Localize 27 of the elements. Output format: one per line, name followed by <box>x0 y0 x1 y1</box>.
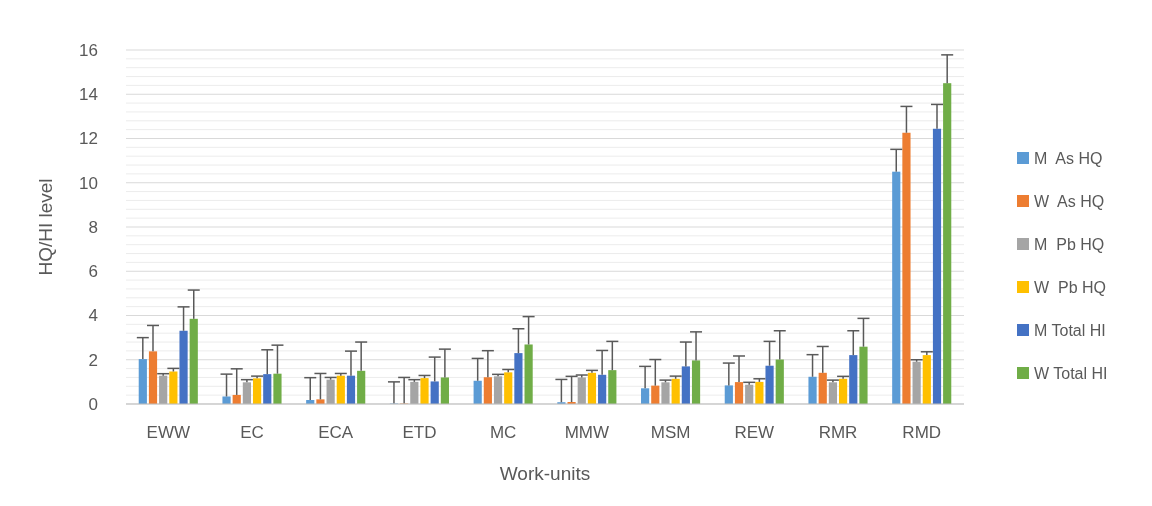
y-tick-label: 16 <box>79 40 98 60</box>
x-tick-label: ECA <box>318 423 354 442</box>
x-axis-title: Work-units <box>499 463 591 484</box>
x-tick-label: MMW <box>564 423 610 442</box>
x-tick-label: RMR <box>818 423 858 442</box>
legend-label: W Pb HQ <box>1034 278 1107 296</box>
y-tick-label: 14 <box>79 85 98 105</box>
y-tick-label: 10 <box>79 173 98 193</box>
x-tick-label: REW <box>734 423 775 442</box>
y-tick-label: 0 <box>88 394 98 414</box>
legend-label: M As HQ <box>1034 149 1103 167</box>
x-tick-label: EC <box>240 423 264 442</box>
y-tick-label: 12 <box>79 129 98 149</box>
y-tick-label: 8 <box>88 217 98 237</box>
legend-label: M Total HI <box>1034 321 1106 339</box>
x-tick-label: EWW <box>146 423 190 442</box>
y-axis-title: HQ/HI level <box>35 178 56 276</box>
legend-label: M Pb HQ <box>1034 235 1105 253</box>
y-tick-label: 6 <box>88 262 98 282</box>
y-tick-label: 4 <box>88 306 98 326</box>
y-tick-label: 2 <box>88 350 98 370</box>
legend-label: W Total HI <box>1034 364 1108 382</box>
x-tick-label: ETD <box>402 423 437 442</box>
x-tick-label: MSM <box>650 423 691 442</box>
legend-label: W As HQ <box>1034 192 1105 210</box>
x-tick-label: RMD <box>902 423 942 442</box>
x-tick-label: MC <box>489 423 517 442</box>
